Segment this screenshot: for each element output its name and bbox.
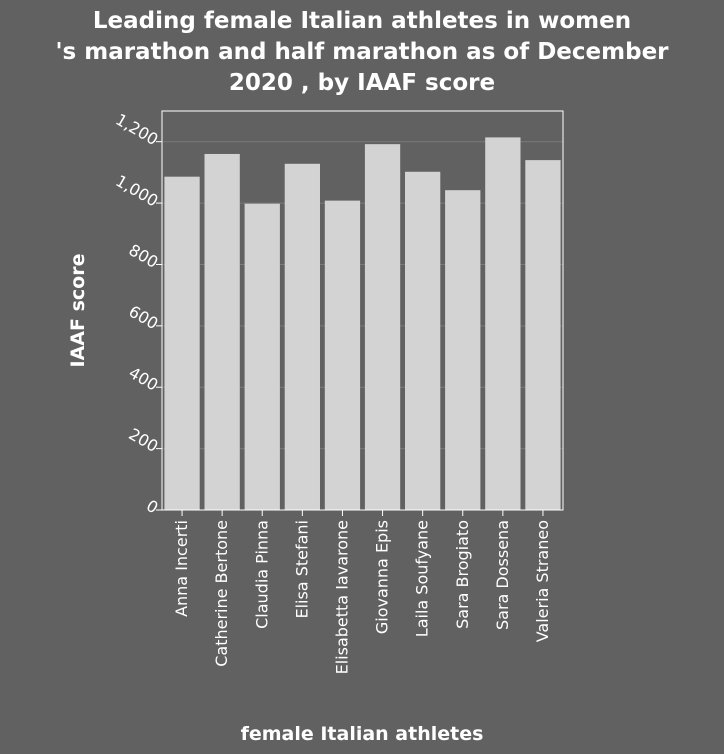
chart-title-line: Leading female Italian athletes in women bbox=[93, 8, 631, 34]
x-tick-label: Anna Incerti bbox=[172, 520, 191, 617]
bar bbox=[485, 137, 521, 510]
plot-frame bbox=[161, 110, 564, 511]
x-tick-label: Giovanna Epis bbox=[373, 520, 392, 634]
bars bbox=[164, 137, 561, 511]
x-tick-label: Elisabetta Iavarone bbox=[332, 520, 351, 674]
bar bbox=[405, 171, 441, 511]
x-tick-label: Catherine Bertone bbox=[212, 520, 231, 667]
x-axis-ticks: Anna Incerti Catherine Bertone Claudia Pin… bbox=[172, 510, 552, 674]
y-tick-label: 400 bbox=[126, 363, 162, 395]
y-axis-label: IAAF score bbox=[67, 254, 89, 368]
x-tick-label: Claudia Pinna bbox=[252, 520, 271, 629]
y-tick-label: 200 bbox=[126, 424, 162, 456]
chart-title-line: 2020 , by IAAF score bbox=[229, 70, 495, 96]
chart-title: Leading female Italian athletes in women… bbox=[55, 8, 669, 96]
bar bbox=[244, 203, 280, 510]
x-tick-label: Elisa Stefani bbox=[292, 520, 311, 619]
y-tick-label: 1,200 bbox=[112, 110, 161, 149]
bar bbox=[364, 144, 401, 510]
chart-title-line: 's marathon and half marathon as of Dece… bbox=[55, 39, 669, 65]
x-tick-label: Sara Brogiato bbox=[453, 520, 472, 629]
bar bbox=[324, 200, 361, 511]
x-tick-label: Valeria Straneo bbox=[533, 520, 552, 642]
bar bbox=[204, 153, 240, 510]
y-axis-ticks: 0 200 400 600 800 1,000 1,200 bbox=[112, 110, 162, 518]
y-tick-label: 1,000 bbox=[112, 171, 161, 210]
bar bbox=[284, 163, 320, 510]
y-tick-label: 600 bbox=[126, 302, 162, 334]
y-tick-label: 800 bbox=[126, 240, 162, 272]
y-tick-label: 0 bbox=[143, 496, 161, 518]
bar bbox=[445, 190, 481, 510]
x-tick-label: Sara Dossena bbox=[493, 520, 512, 630]
bar bbox=[164, 176, 200, 511]
bar bbox=[525, 160, 561, 510]
x-tick-label: Laila Soufyane bbox=[413, 520, 432, 637]
x-axis-label: female Italian athletes bbox=[241, 723, 484, 745]
